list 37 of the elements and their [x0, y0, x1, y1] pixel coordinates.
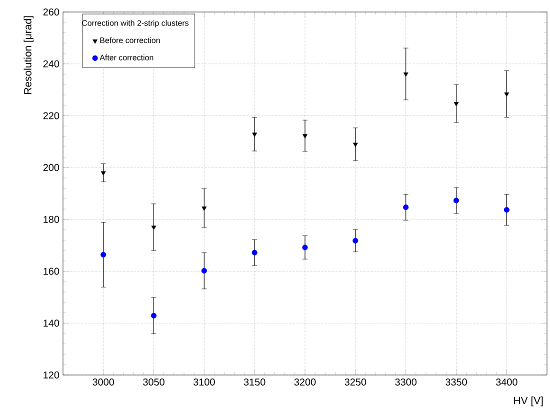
x-tick-label: 3400: [496, 378, 518, 386]
point: [302, 134, 308, 138]
x-tick-label: 3350: [446, 378, 467, 386]
y-tick-label: 120: [44, 371, 60, 379]
point: [100, 252, 106, 258]
point: [504, 207, 510, 213]
point: [352, 238, 358, 244]
x-tick-label: 3300: [395, 378, 417, 386]
y-tick-label: 240: [43, 60, 60, 68]
y-tick-label: 220: [43, 112, 60, 120]
point: [150, 312, 157, 318]
point: [202, 206, 207, 211]
point: [403, 204, 409, 210]
point: [453, 198, 460, 204]
y-tick-label: 180: [44, 216, 60, 223]
x-tick-label: 3050: [143, 378, 164, 386]
x-tick-label: 3100: [193, 378, 215, 386]
y-tick-label: 140: [44, 320, 60, 327]
point: [403, 72, 408, 77]
point: [454, 102, 459, 106]
point: [201, 268, 207, 274]
x-axis-title: HV [V]: [514, 396, 543, 406]
point: [504, 92, 510, 97]
y-tick-label: 200: [43, 164, 60, 172]
point: [302, 244, 308, 250]
point: [252, 250, 258, 256]
x-tick-label: 3150: [244, 378, 266, 386]
point: [352, 142, 358, 148]
y-tick-label: 260: [43, 8, 60, 16]
y-axis-title: Resolution [μrad]: [24, 16, 34, 94]
point: [151, 226, 156, 230]
point: [252, 132, 258, 137]
x-tick-label: 3200: [294, 378, 316, 386]
point: [100, 171, 106, 176]
x-tick-label: 3000: [92, 378, 114, 386]
y-tick-label: 160: [44, 268, 60, 275]
x-tick-label: 3250: [344, 378, 366, 386]
